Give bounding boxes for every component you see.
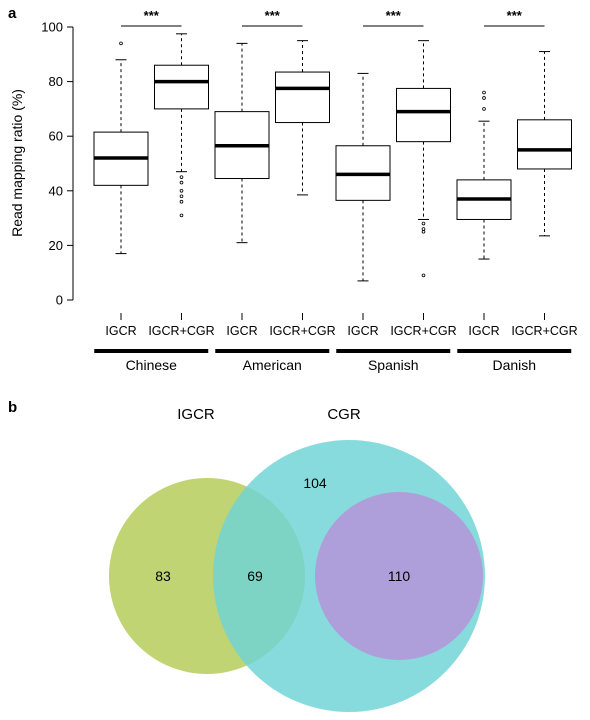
boxes — [93, 33, 572, 282]
category-labels: IGCR IGCR+CGR IGCR IGCR+CGR IGCR IGCR+CGR IGCR… — [105, 313, 578, 338]
y-tick-label: 100 — [41, 20, 63, 35]
panel-b-letter: b — [8, 399, 17, 416]
outlier-point — [179, 175, 184, 179]
outlier-point — [482, 96, 486, 100]
outlier-point — [421, 221, 426, 226]
y-tick-label: 0 — [56, 293, 63, 308]
outlier-point — [179, 194, 184, 199]
outlier-point — [482, 107, 486, 111]
y-axis-label: Read mapping ratio (%) — [9, 89, 25, 237]
significance-label: *** — [265, 8, 281, 23]
outlier-point — [179, 213, 184, 218]
box-5 — [396, 40, 451, 278]
outlier-point — [421, 229, 426, 234]
box-3 — [275, 40, 330, 196]
region-igcr-only: 83 — [155, 568, 171, 584]
group-label: Chinese — [126, 357, 178, 373]
box-2 — [214, 42, 270, 244]
significance-label: *** — [386, 8, 402, 23]
category-label: IGCR+CGR — [390, 324, 456, 338]
box-iqr — [517, 119, 572, 170]
box-iqr — [275, 71, 330, 124]
group-label: Spanish — [368, 357, 419, 373]
significance-label: *** — [144, 8, 160, 23]
category-label: IGCR+CGR — [269, 324, 335, 338]
group-label: American — [243, 357, 302, 373]
y-tick-label: 80 — [49, 74, 63, 89]
box-iqr — [396, 87, 451, 143]
category-label: IGCR — [105, 324, 136, 338]
outlier-point — [421, 273, 426, 278]
region-igcr-cgr: 69 — [247, 568, 263, 584]
category-label: IGCR+CGR — [511, 324, 577, 338]
y-tick-label: 20 — [49, 238, 63, 253]
outlier-point — [119, 41, 123, 46]
y-tick-label: 40 — [49, 183, 63, 198]
significance-bars: *** *** *** *** — [121, 8, 545, 27]
group-labels: Chinese American Spanish Danish — [94, 349, 572, 373]
inner-circle — [315, 492, 483, 660]
group-label: Danish — [492, 357, 536, 373]
box-iqr — [154, 64, 209, 110]
venn-diagram: IGCR CGR 83 69 104 110 — [109, 406, 485, 712]
outlier-point — [179, 189, 184, 193]
outlier-point — [482, 90, 486, 95]
outlier-point — [179, 199, 184, 204]
y-axis: 0 20 40 60 80 100 — [41, 20, 74, 308]
category-label: IGCR — [226, 324, 257, 338]
y-tick-label: 60 — [49, 129, 63, 144]
outlier-point — [179, 180, 184, 185]
box-7 — [517, 51, 572, 237]
category-label: IGCR — [468, 324, 499, 338]
region-inner: 110 — [388, 568, 411, 584]
category-label: IGCR+CGR — [148, 324, 214, 338]
set-label-cgr: CGR — [327, 406, 361, 423]
box-1 — [154, 33, 209, 218]
box-6 — [456, 90, 512, 260]
box-4 — [335, 72, 391, 282]
significance-label: *** — [507, 8, 523, 23]
box-0 — [93, 41, 149, 255]
set-label-igcr: IGCR — [177, 406, 215, 423]
category-label: IGCR — [347, 324, 378, 338]
panel-a-letter: a — [8, 5, 17, 22]
region-cgr-only: 104 — [303, 475, 327, 491]
